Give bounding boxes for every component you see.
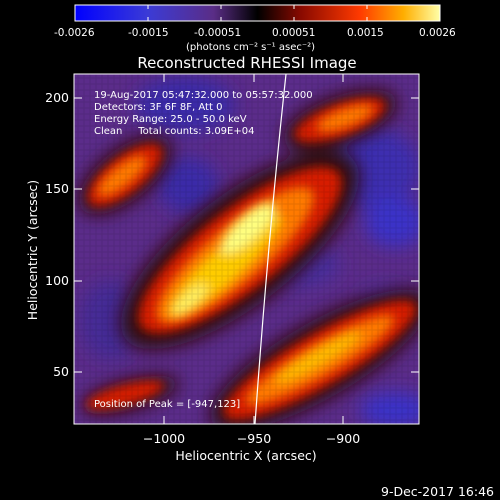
rhessi-image [74, 74, 419, 424]
colorbar-tick-label: 0.0026 [419, 27, 456, 39]
axis-ticks [74, 74, 419, 424]
y-tick-label: 150 [45, 181, 69, 196]
colorbar-tick-label: 0.00051 [272, 27, 315, 39]
x-axis-label: Heliocentric X (arcsec) [175, 448, 316, 463]
y-tick-label: 50 [53, 364, 69, 379]
colorbar-tick-label: 0.0015 [347, 27, 384, 39]
info-detectors: Detectors: 3F 6F 8F, Att 0 [94, 102, 222, 113]
y-tick-label: 100 [45, 273, 69, 288]
info-energy-range: Energy Range: 25.0 - 50.0 keV [94, 114, 247, 125]
x-tick-label: −900 [326, 431, 360, 446]
colorbar-tick-label: -0.00051 [194, 27, 241, 39]
y-tick-label: 200 [45, 90, 69, 105]
colorbar-ticks [74, 5, 441, 21]
x-tick-label: −1000 [143, 431, 185, 446]
timestamp: 9-Dec-2017 16:46 [381, 484, 494, 499]
info-time-range: 19-Aug-2017 05:47:32.000 to 05:57:32.000 [94, 90, 313, 101]
solar-limb-line [254, 74, 287, 424]
plot-title: Reconstructed RHESSI Image [137, 54, 356, 72]
colorbar [74, 4, 441, 22]
info-clean-counts: Clean Total counts: 3.09E+04 [94, 126, 254, 137]
plot-frame [73, 73, 420, 425]
y-axis-label: Heliocentric Y (arcsec) [25, 180, 40, 320]
colorbar-tick-label: -0.0026 [54, 27, 95, 39]
colorbar-units: (photons cm⁻² s⁻¹ asec⁻²) [186, 42, 315, 53]
colorbar-tick-label: -0.0015 [128, 27, 169, 39]
peak-position-label: Position of Peak = [-947,123] [94, 399, 240, 410]
x-tick-label: −950 [237, 431, 271, 446]
